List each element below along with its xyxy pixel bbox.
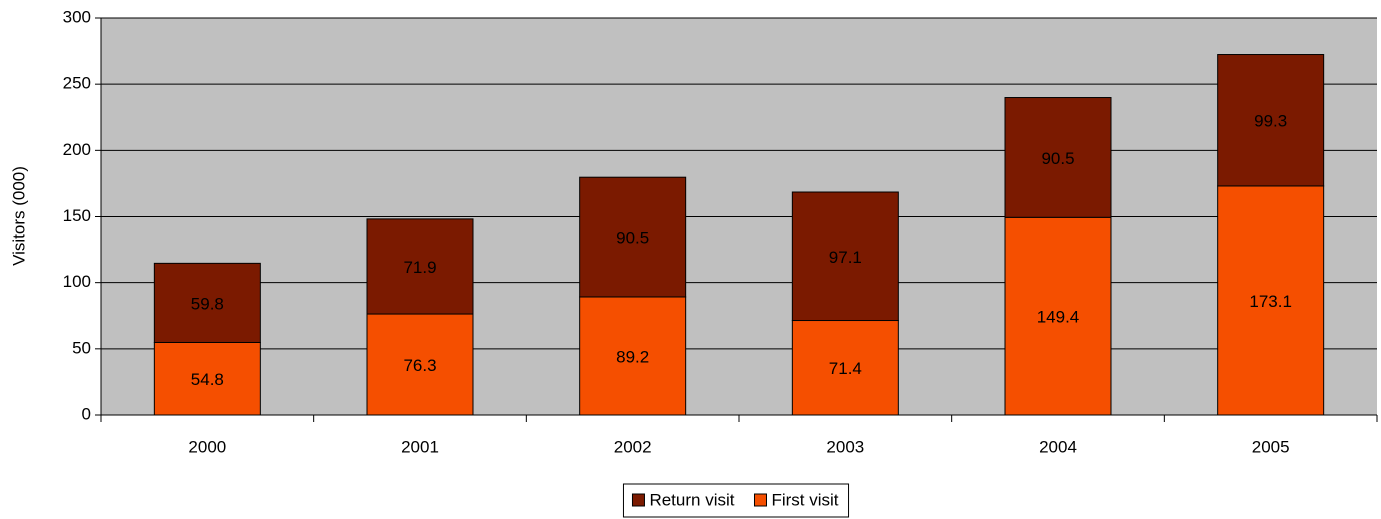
bar-segment [791, 320, 899, 416]
y-tick-label: 200 [63, 140, 91, 159]
x-tick-label: 2002 [614, 437, 652, 456]
y-axis-label: Visitors (000) [9, 166, 28, 266]
bar-segment [1217, 54, 1325, 187]
y-tick-label: 300 [63, 7, 91, 26]
data-label: 59.8 [191, 294, 224, 313]
data-label: 173.1 [1249, 292, 1292, 311]
data-label: 76.3 [403, 356, 436, 375]
x-tick-label: 2005 [1252, 437, 1290, 456]
bar-segment [366, 313, 474, 416]
data-label: 90.5 [616, 229, 649, 248]
legend-box [622, 483, 850, 518]
data-label: 54.8 [191, 370, 224, 389]
legend-label: First visit [771, 490, 838, 509]
data-label: 97.1 [829, 248, 862, 267]
bar-segment [366, 218, 474, 315]
legend-swatch [631, 493, 645, 507]
data-label: 149.4 [1037, 308, 1080, 327]
bar-segment [153, 341, 261, 416]
y-tick-label: 150 [63, 206, 91, 225]
data-label: 89.2 [616, 347, 649, 366]
bar-segment [791, 191, 899, 322]
bar-segment [579, 296, 687, 416]
x-tick-label: 2004 [1039, 437, 1077, 456]
y-tick-label: 250 [63, 74, 91, 93]
data-label: 71.9 [403, 258, 436, 277]
bar-segment [1004, 216, 1112, 416]
x-tick-label: 2001 [401, 437, 439, 456]
y-tick-label: 0 [82, 404, 91, 423]
legend-label: Return visit [649, 490, 734, 509]
data-label: 71.4 [829, 359, 862, 378]
legend-swatch [753, 493, 767, 507]
data-label: 90.5 [1041, 149, 1074, 168]
x-tick-label: 2003 [826, 437, 864, 456]
bar-segment [153, 262, 261, 343]
bar-segment [1004, 97, 1112, 218]
data-label: 99.3 [1254, 112, 1287, 131]
y-tick-label: 50 [72, 338, 91, 357]
y-tick-label: 100 [63, 272, 91, 291]
bar-segment [579, 176, 687, 298]
bar-segment [1217, 185, 1325, 416]
x-tick-label: 2000 [188, 437, 226, 456]
